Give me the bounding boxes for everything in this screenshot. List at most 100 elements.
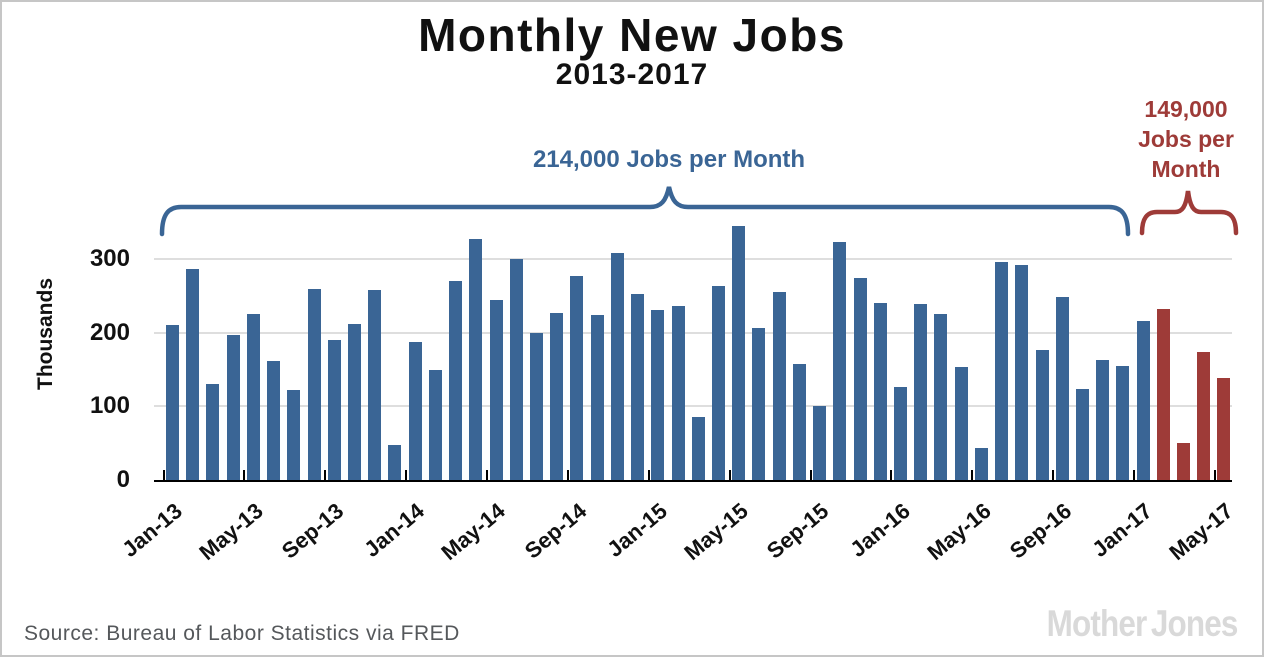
bar-Feb-14 [428,369,442,480]
x-tick-Sep-16 [1052,470,1055,481]
x-tick-Jan-13 [162,470,165,481]
x-label-May-13: May-13 [194,498,268,566]
bar-Apr-14 [469,239,483,480]
bar-Jan-15 [651,309,665,480]
bar-Jun-13 [267,360,281,480]
bar-Nov-15 [853,278,867,480]
x-label-Jan-15: Jan-15 [602,498,672,562]
x-label-May-17: May-17 [1164,498,1238,566]
bar-Jan-17 [1136,320,1150,480]
bar-Oct-13 [348,323,361,480]
bar-May-16 [974,448,988,480]
chart-title: Monthly New Jobs [418,9,846,61]
bar-Mar-16 [934,313,948,480]
bar-Feb-15 [671,306,685,480]
bar-Apr-15 [711,286,725,480]
bar-Jan-14 [408,341,422,480]
y-tick-label-200: 200 [89,318,130,346]
x-label-May-14: May-14 [436,498,511,566]
bar-Feb-13 [186,269,200,480]
y-tick-label-100: 100 [89,392,130,420]
bar-Nov-13 [368,289,382,480]
x-label-May-15: May-15 [679,498,753,566]
x-tick-May-16 [971,470,974,481]
x-label-Jan-16: Jan-16 [844,498,915,562]
bar-Jul-13 [287,390,301,480]
bar-Oct-15 [833,242,847,480]
x-tick-May-14 [486,470,488,481]
blue-average-annotation: 214,000 Jobs per Month [532,146,806,173]
red-average-annotation: 149,000 Jobs per Month [1138,94,1234,184]
blue-brace-icon [159,186,1131,237]
x-tick-Sep-13 [324,470,327,481]
bar-Aug-14 [550,312,564,480]
bar-Mar-15 [691,417,705,480]
bar-Jun-16 [995,261,1008,480]
x-label-Jan-13: Jan-13 [117,498,187,562]
bar-Feb-16 [914,303,928,480]
x-label-Jan-14: Jan-14 [359,498,430,562]
bar-Dec-14 [631,293,645,480]
x-label-Sep-14: Sep-14 [519,498,591,564]
gridline-200 [154,331,1232,334]
y-tick-label-0: 0 [116,466,130,493]
bar-Mar-17 [1177,443,1190,480]
x-tick-Jan-16 [890,470,893,481]
x-axis-line [154,480,1232,482]
x-label-May-16: May-16 [922,498,996,566]
mother-jones-logo: Mother Jones [1047,603,1239,644]
x-tick-May-15 [728,470,731,481]
x-tick-Sep-15 [809,470,812,481]
x-tick-Jan-17 [1133,470,1136,481]
bar-Apr-13 [226,334,240,480]
bar-Dec-16 [1116,365,1130,480]
bar-Oct-16 [1075,389,1089,480]
bar-May-14 [489,300,503,480]
bar-Sep-15 [813,406,826,480]
gridline-300 [154,257,1232,260]
bar-May-15 [732,225,746,480]
bar-Jan-16 [893,387,907,480]
x-tick-Sep-14 [566,470,569,481]
bar-Jul-16 [1015,264,1029,480]
bar-May-17 [1217,378,1231,480]
chart-subtitle: 2013-2017 [555,58,709,91]
bar-Apr-16 [954,366,968,480]
x-label-Sep-16: Sep-16 [1004,498,1077,564]
bar-Sep-13 [327,340,341,480]
bar-May-13 [246,314,260,480]
bar-Mar-13 [206,383,220,480]
source-credit: Source: Bureau of Labor Statistics via F… [24,622,460,645]
red-annotation-line-1: 149,000 [1144,96,1228,122]
bar-Mar-14 [449,281,463,480]
x-tick-Jan-15 [647,470,650,481]
bar-Dec-13 [388,445,402,480]
gridline-100 [154,405,1232,408]
red-brace-icon [1139,190,1239,236]
bar-Nov-14 [610,253,624,480]
bar-Jan-13 [166,324,179,480]
y-tick-label-300: 300 [89,244,130,272]
x-label-Sep-13: Sep-13 [277,498,349,564]
x-tick-Jan-14 [405,470,408,481]
bar-Jul-14 [530,332,543,480]
bar-Apr-17 [1197,351,1211,480]
x-label-Jan-17: Jan-17 [1087,498,1158,562]
x-tick-May-17 [1213,470,1216,481]
red-annotation-line-3: Month [1151,156,1221,182]
bar-Jun-15 [752,327,766,480]
bar-Oct-14 [590,315,604,480]
y-axis-label: Thousands [34,277,57,391]
x-label-Sep-15: Sep-15 [762,498,834,564]
bar-Aug-15 [792,363,806,480]
bar-Aug-16 [1035,350,1049,480]
red-annotation-line-2: Jobs per [1138,126,1234,152]
bar-Jun-14 [509,259,523,480]
bar-Dec-15 [873,303,887,480]
bar-Sep-14 [570,275,584,480]
bar-Jul-15 [772,292,786,480]
bar-Nov-16 [1096,359,1110,480]
bar-Sep-16 [1055,296,1069,480]
bar-Aug-13 [307,288,321,480]
